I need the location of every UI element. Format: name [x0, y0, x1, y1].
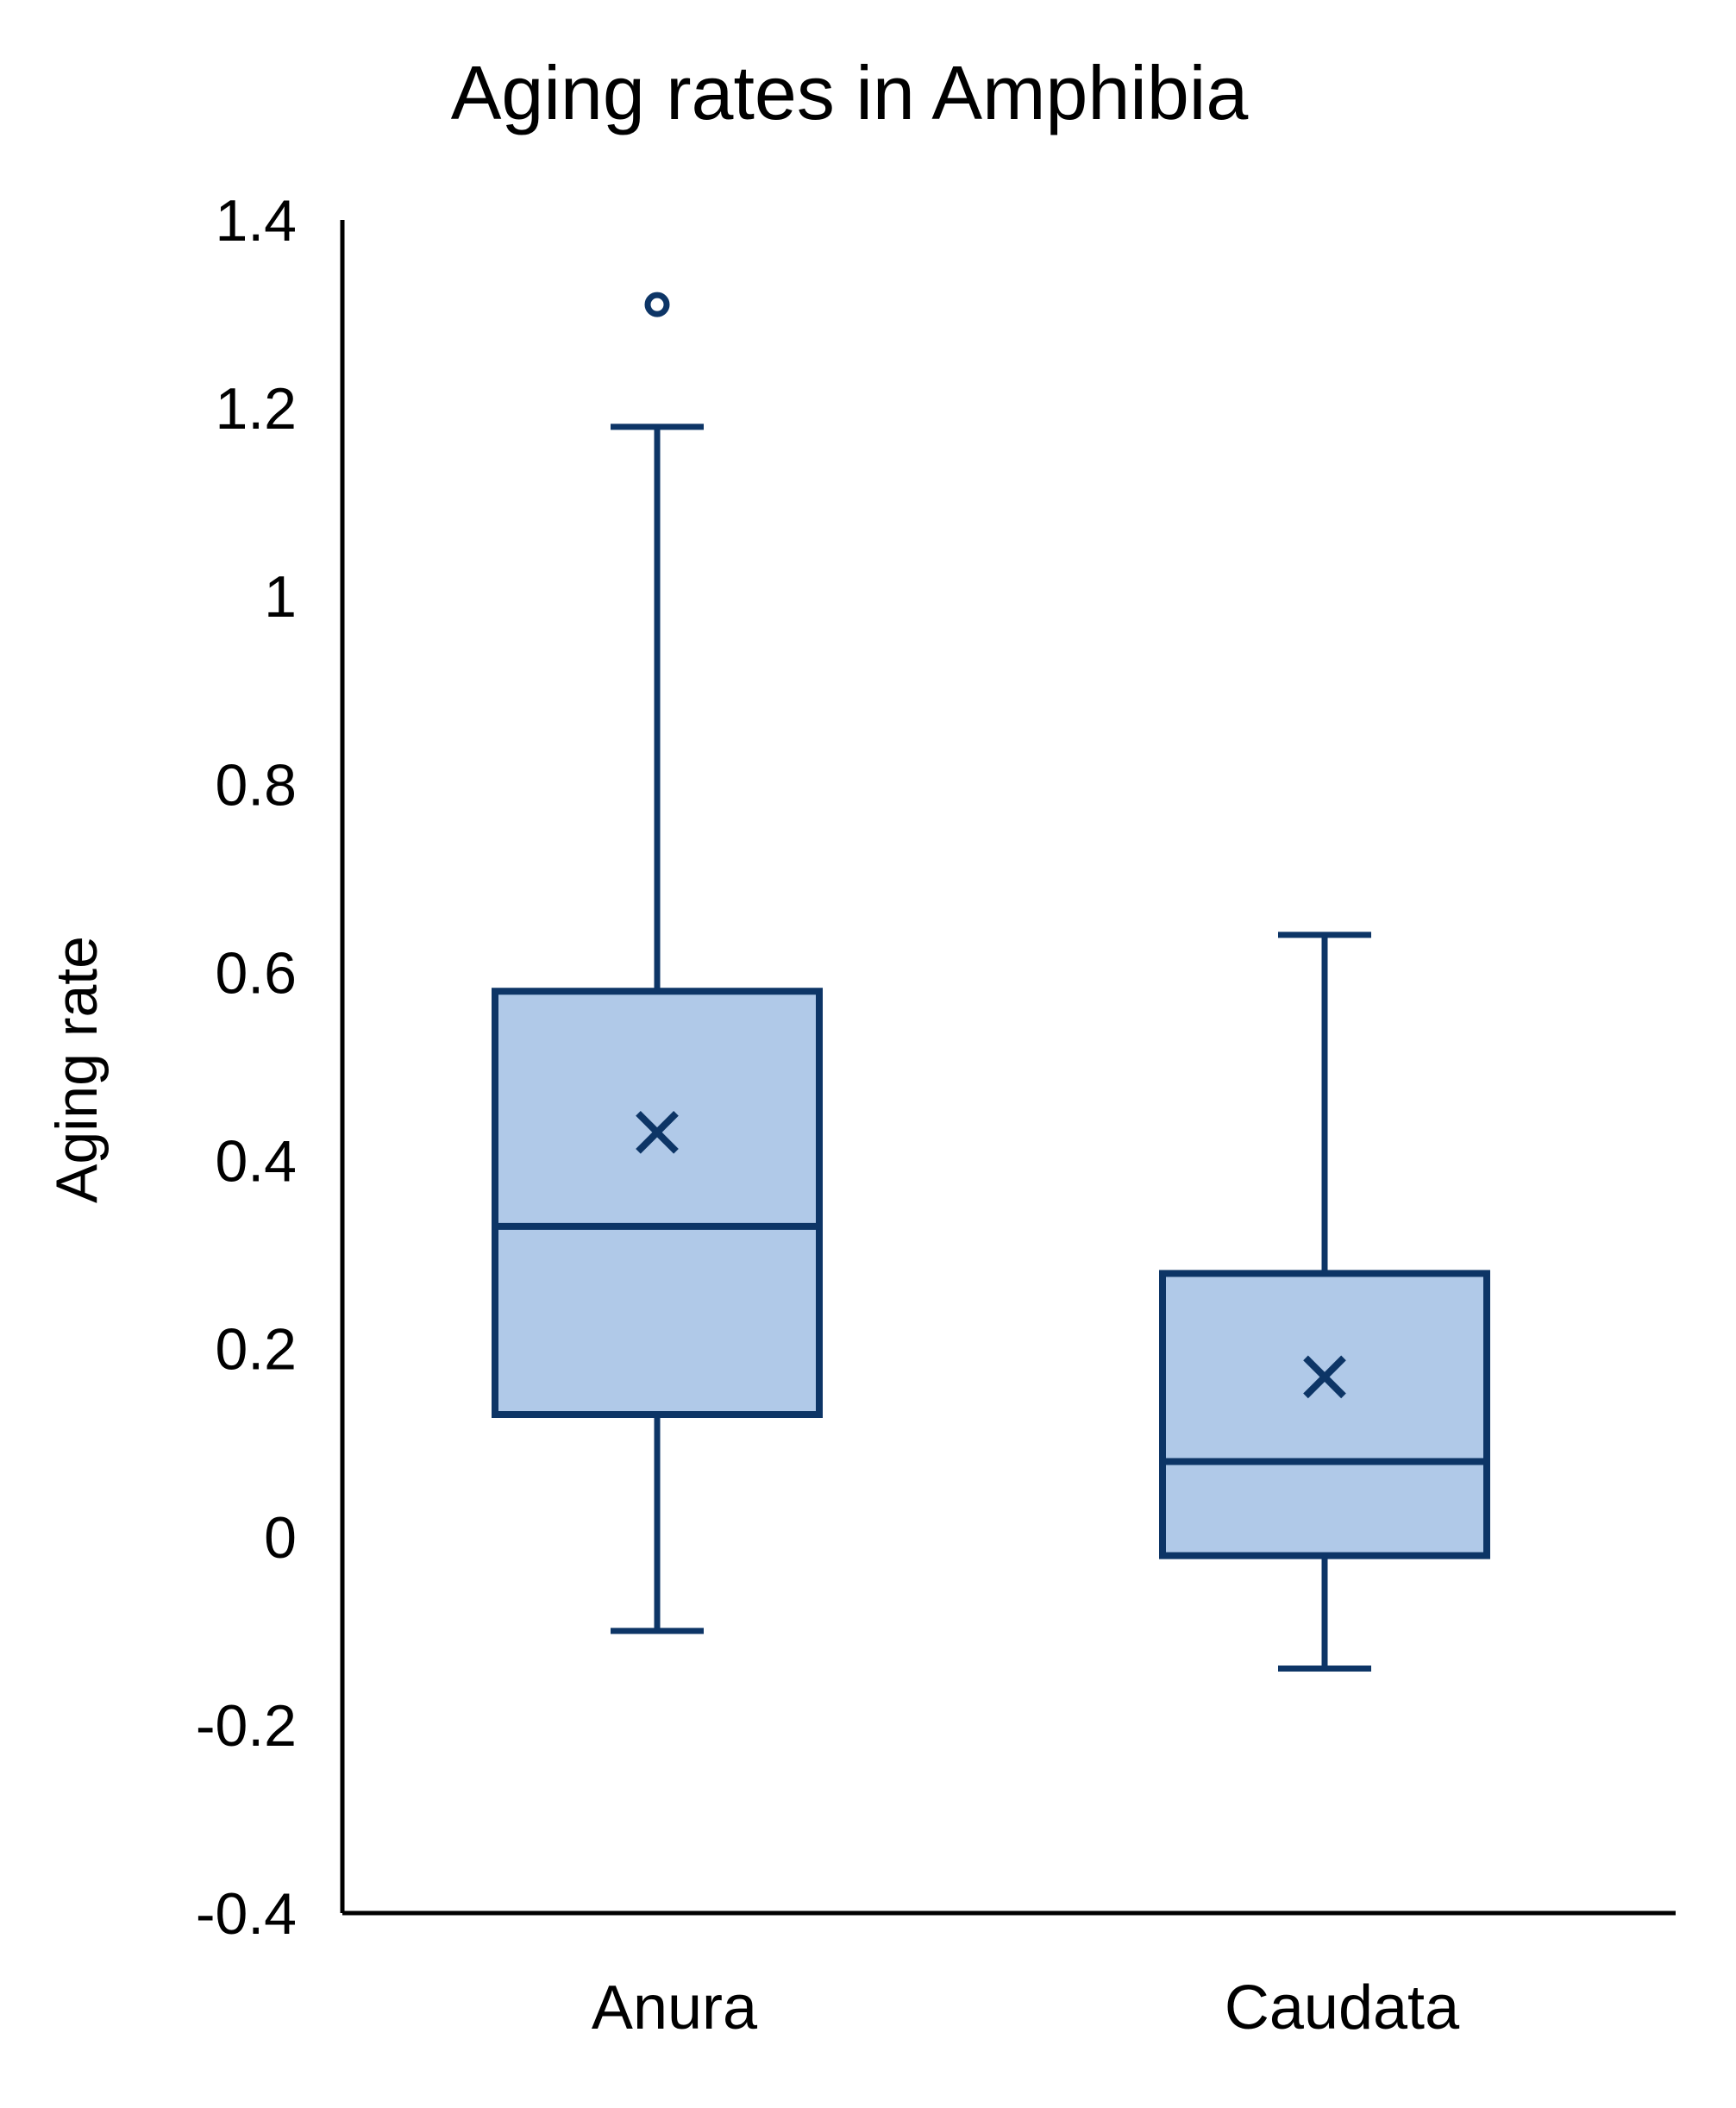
y-tick-label: -0.4	[196, 1881, 297, 1947]
box-series	[492, 292, 1490, 1672]
y-tick-label: 1	[264, 564, 297, 630]
y-tick-label: 0.6	[215, 940, 297, 1006]
x-category-label: Caudata	[1225, 1973, 1460, 2042]
y-tick-label: 0	[264, 1505, 297, 1571]
interquartile-box	[492, 988, 823, 1419]
mean-marker	[1303, 1355, 1346, 1399]
interquartile-box	[1159, 1270, 1490, 1559]
y-axis-label: Aging rate	[44, 936, 110, 1203]
y-tick-label: 1.2	[215, 376, 297, 442]
box-group	[492, 292, 823, 1634]
y-tick-labels: 1.4 1.2 1 0.8 0.6 0.4 0.2 0 -0.2 -0.4	[196, 188, 297, 1947]
mean-marker	[636, 1111, 679, 1154]
y-tick-label: -0.2	[196, 1693, 297, 1759]
x-category-labels: Anura Caudata	[592, 1973, 1460, 2042]
x-category-label: Anura	[592, 1973, 758, 2042]
y-tick-label: 0.8	[215, 752, 297, 818]
y-tick-label: 0.2	[215, 1317, 297, 1383]
box-group	[1159, 932, 1490, 1672]
chart-title: Aging rates in Amphibia	[451, 50, 1249, 135]
y-tick-label: 1.4	[215, 188, 297, 254]
y-tick-label: 0.4	[215, 1129, 297, 1195]
outlier-point	[644, 292, 670, 317]
